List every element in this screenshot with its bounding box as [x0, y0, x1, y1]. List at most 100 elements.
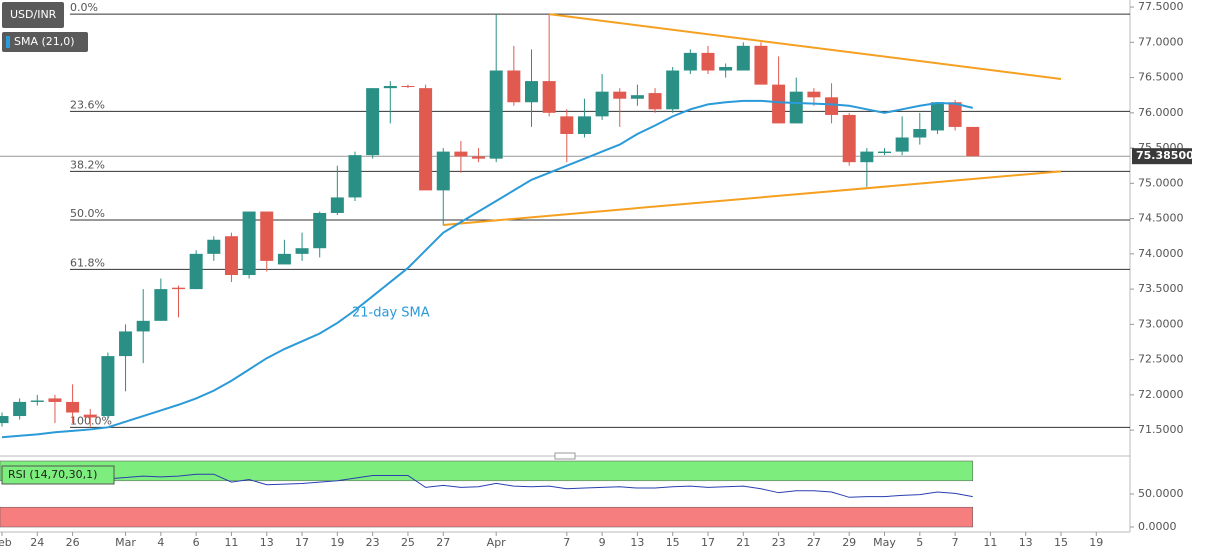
x-tick-label: 13 — [260, 536, 274, 549]
indicator-box — [2, 32, 88, 52]
candle-body — [401, 86, 415, 88]
x-tick-label: 4 — [157, 536, 164, 549]
candle-body — [189, 253, 203, 290]
y-tick-label: 71.5000 — [1138, 423, 1184, 436]
candle-body — [719, 66, 733, 71]
y-tick-label: 76.0000 — [1138, 106, 1184, 119]
y-tick-label: 74.0000 — [1138, 247, 1184, 260]
candle-body — [48, 398, 62, 402]
candle-body — [913, 129, 927, 138]
candle-body — [313, 212, 327, 249]
candle-body — [0, 416, 9, 424]
x-tick-label: 5 — [916, 536, 923, 549]
x-tick-label: 21 — [736, 536, 750, 549]
rsi-line — [1, 473, 973, 498]
fib-label: 61.8% — [70, 256, 105, 269]
x-tick-label: 11 — [224, 536, 238, 549]
y-tick-label: 74.5000 — [1138, 212, 1184, 225]
rsi-zone — [0, 506, 973, 528]
x-tick-label: 7 — [563, 536, 570, 549]
candle-body — [701, 52, 715, 71]
candle-body — [224, 236, 238, 276]
x-tick-label: 25 — [401, 536, 415, 549]
trendline — [549, 13, 1062, 80]
y-tick-label: 73.0000 — [1138, 317, 1184, 330]
candle-body — [489, 70, 503, 159]
candle-body — [66, 401, 80, 413]
x-tick-label: 27 — [807, 536, 821, 549]
x-tick-label: 11 — [983, 536, 997, 549]
fib-label: 100.0% — [70, 414, 112, 427]
x-tick-label: 19 — [1089, 536, 1103, 549]
fib-label: 38.2% — [70, 158, 105, 171]
x-tick-label: Feb — [0, 536, 12, 549]
candle-body — [577, 116, 591, 134]
x-tick-label: 7 — [952, 536, 959, 549]
x-tick-label: 13 — [630, 536, 644, 549]
rsi-label: RSI (14,70,30,1) — [8, 468, 97, 481]
x-tick-label: 13 — [1019, 536, 1033, 549]
x-tick-label: 23 — [772, 536, 786, 549]
rsi-zone — [0, 460, 973, 482]
candle-body — [260, 211, 274, 261]
candle-body — [542, 81, 556, 113]
fib-label: 23.6% — [70, 98, 105, 111]
candle-body — [525, 81, 538, 103]
y-tick-label: 50.0000 — [1138, 487, 1184, 500]
x-tick-label: 29 — [842, 536, 856, 549]
y-tick-label: 75.0000 — [1138, 176, 1184, 189]
y-tick-label: 76.5000 — [1138, 71, 1184, 84]
candle-body — [348, 155, 362, 198]
x-tick-label: 6 — [193, 536, 200, 549]
y-tick-label: 72.0000 — [1138, 388, 1184, 401]
candle-body — [966, 126, 980, 157]
candle-body — [507, 70, 521, 103]
candle-body — [383, 86, 397, 89]
candle-body — [242, 211, 256, 276]
last-price-box — [1132, 148, 1192, 165]
x-tick-label: 19 — [330, 536, 344, 549]
candle-body — [772, 84, 786, 124]
x-tick-label: 15 — [1054, 536, 1068, 549]
candle-body — [119, 331, 133, 357]
indicator-swatch — [6, 36, 10, 48]
candle-body — [648, 93, 662, 110]
candle-body — [860, 151, 874, 163]
candle-body — [807, 91, 821, 98]
y-tick-label: 77.0000 — [1138, 35, 1184, 48]
candle-body — [930, 102, 944, 131]
candle-body — [472, 156, 486, 159]
symbol-box — [2, 2, 64, 28]
y-tick-label: 73.5000 — [1138, 282, 1184, 295]
candle-body — [207, 239, 221, 254]
candle-body — [789, 91, 803, 124]
trendline — [443, 170, 1062, 226]
sma-annotation: 21-day SMA — [352, 306, 430, 321]
candle-body — [666, 70, 680, 110]
y-tick-label: 77.5000 — [1138, 0, 1184, 13]
candle-body — [154, 289, 168, 321]
x-tick-label: 27 — [436, 536, 450, 549]
rsi-label-box — [1, 465, 115, 485]
candle-body — [136, 320, 150, 332]
candle-body — [454, 151, 468, 157]
candle-body — [101, 356, 115, 417]
y-tick-label: 72.5000 — [1138, 353, 1184, 366]
x-tick-label: 23 — [366, 536, 380, 549]
candle-body — [436, 151, 450, 191]
x-tick-label: 26 — [66, 536, 80, 549]
candle-body — [295, 248, 309, 254]
candle-body — [595, 91, 609, 117]
x-tick-label: 15 — [666, 536, 680, 549]
candle-body — [630, 95, 644, 99]
x-tick-label: 17 — [295, 536, 309, 549]
candle-body — [366, 88, 380, 156]
sma-line — [1, 99, 973, 439]
pane-handle[interactable] — [554, 452, 576, 460]
plot-layer: 77.500077.000076.500076.000075.500075.00… — [0, 0, 1192, 549]
x-tick-label: Mar — [115, 536, 136, 549]
candle-body — [613, 91, 627, 99]
indicator-label: SMA (21,0) — [14, 35, 75, 48]
x-tick-label: May — [873, 536, 896, 549]
